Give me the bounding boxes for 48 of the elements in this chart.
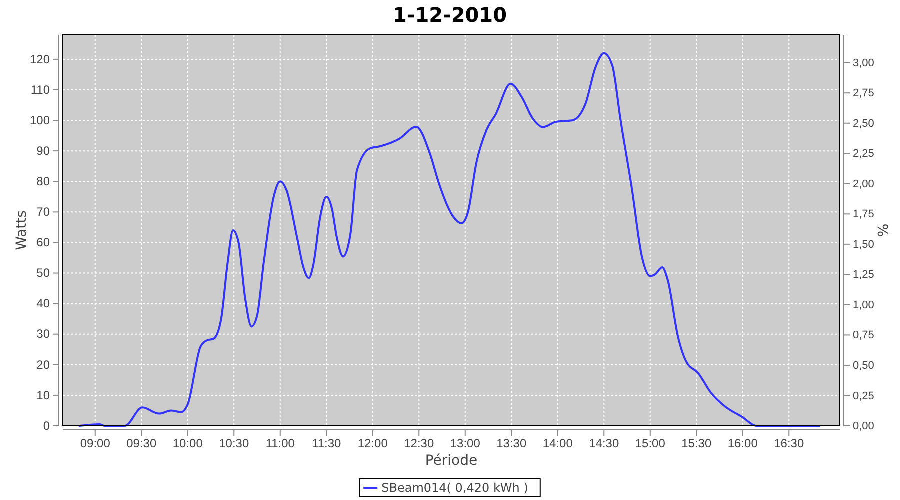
y2-tick-label: 1,50 — [853, 238, 874, 251]
y2-tick-label: 1,25 — [853, 269, 874, 282]
y-tick-label: 120 — [30, 52, 50, 66]
y-tick-label: 100 — [30, 113, 50, 128]
y2-tick-label: 0,25 — [853, 390, 874, 402]
x-tick-label: 10:30 — [219, 436, 250, 451]
y-tick-label: 20 — [36, 358, 50, 372]
y2-tick-label: 0,50 — [853, 360, 874, 372]
y-tick-label: 70 — [36, 205, 50, 220]
x-tick-label: 13:00 — [450, 436, 481, 451]
x-tick-label: 09:00 — [80, 436, 111, 451]
x-tick-label: 09:30 — [126, 436, 157, 451]
y2-tick-label: 0,75 — [853, 330, 874, 342]
x-axis-title: Période — [425, 453, 478, 469]
y2-tick-label: 2,00 — [853, 178, 874, 190]
y2-tick-label: 3,00 — [853, 57, 874, 70]
y-axis-title: Watts — [14, 210, 30, 250]
y-tick-label: 0 — [43, 418, 50, 433]
line-series — [78, 52, 821, 427]
x-tick-label: 10:00 — [172, 436, 204, 451]
y-tick-label: 90 — [36, 144, 50, 158]
x-tick-label: 16:30 — [774, 436, 804, 451]
x-tick-label: 15:00 — [635, 436, 666, 451]
y2-tick-label: 2,75 — [853, 88, 874, 100]
y2-tick-label: 0,00 — [853, 420, 874, 433]
y-tick-label: 40 — [36, 296, 50, 311]
y-tick-label: 80 — [36, 174, 50, 188]
y2-tick-label: 2,25 — [853, 148, 874, 160]
y-tick-label: 60 — [36, 236, 50, 250]
x-tick-label: 14:00 — [542, 436, 574, 451]
x-tick-label: 16:00 — [728, 436, 758, 451]
x-tick-label: 12:30 — [404, 436, 434, 451]
y-tick-label: 10 — [36, 388, 50, 402]
y-tick-label: 50 — [36, 266, 50, 280]
x-tick-label: 14:30 — [589, 436, 620, 451]
y2-tick-label: 1,00 — [853, 299, 874, 312]
chart-title: 1-12-2010 — [392, 3, 508, 27]
y-tick-label: 110 — [30, 82, 50, 97]
y2-tick-label: 2,50 — [853, 118, 874, 130]
x-tick-label: 13:30 — [496, 436, 527, 451]
x-tick-label: 12:00 — [358, 436, 388, 451]
legend-label: SBeam014( 0,420 kWh ) — [382, 481, 528, 495]
x-tick-label: 15:30 — [682, 436, 712, 451]
y-tick-label: 30 — [36, 327, 50, 342]
x-tick-label: 11:30 — [312, 436, 342, 451]
y2-tick-label: 1,75 — [853, 208, 874, 221]
y2-axis-title: % — [874, 224, 890, 238]
x-tick-label: 11:00 — [266, 436, 296, 451]
